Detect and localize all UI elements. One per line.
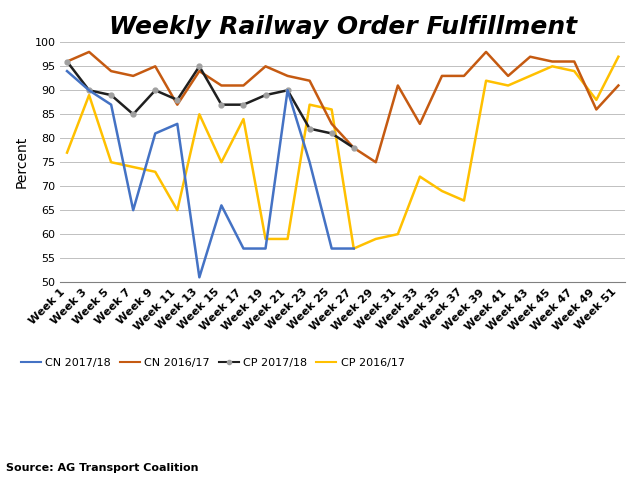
Legend: CN 2017/18, CN 2016/17, CP 2017/18, CP 2016/17: CN 2017/18, CN 2016/17, CP 2017/18, CP 2… — [21, 358, 404, 368]
Y-axis label: Percent: Percent — [15, 136, 29, 188]
Title: Weekly Railway Order Fulfillment: Weekly Railway Order Fulfillment — [109, 15, 577, 39]
Text: Source: AG Transport Coalition: Source: AG Transport Coalition — [6, 463, 199, 473]
